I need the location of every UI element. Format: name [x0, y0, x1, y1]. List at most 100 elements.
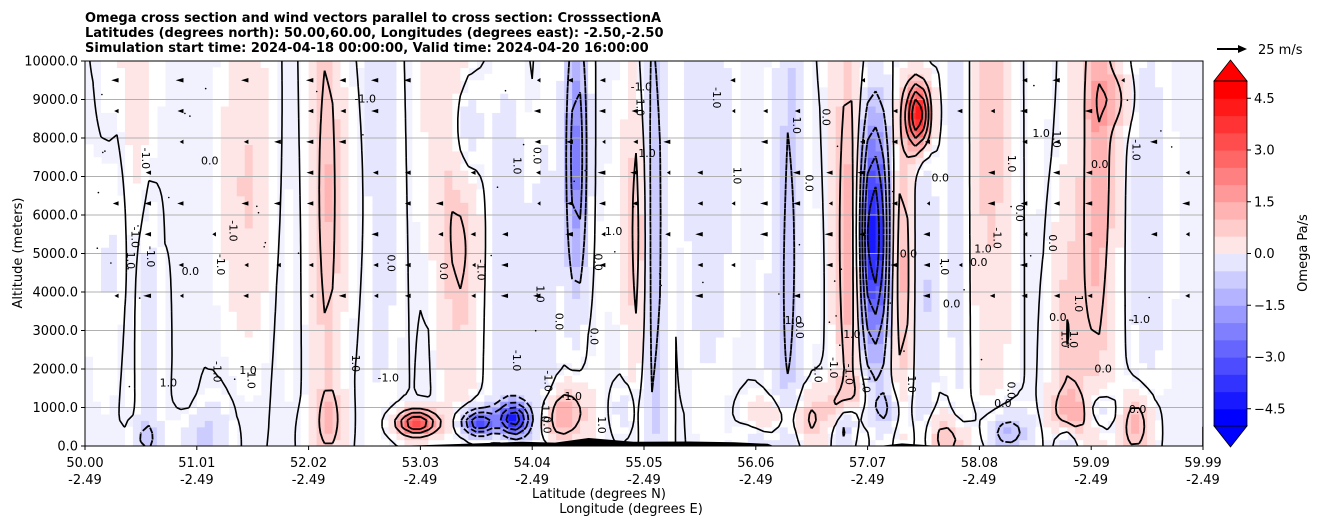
omega-cell [108, 163, 118, 171]
omega-cell [667, 433, 677, 441]
omega-cell [228, 163, 238, 171]
omega-cell [1131, 272, 1140, 280]
omega-cell [691, 311, 701, 319]
omega-cell [1099, 401, 1108, 409]
omega-cell [1035, 189, 1044, 197]
omega-cell [300, 266, 310, 274]
omega-cell [188, 426, 198, 434]
omega-cell [308, 253, 318, 261]
omega-cell [715, 157, 725, 165]
omega-cell [659, 356, 669, 364]
omega-cell [468, 215, 477, 223]
omega-cell [564, 272, 573, 280]
omega-cell [220, 163, 230, 171]
omega-cell [484, 221, 493, 229]
omega-cell [763, 317, 773, 325]
omega-cell [132, 202, 142, 210]
omega-cell [548, 317, 557, 325]
omega-cell [931, 349, 941, 357]
omega-cell [476, 259, 485, 267]
omega-cell [1099, 170, 1108, 178]
omega-cell [1139, 189, 1148, 197]
omega-cell [508, 330, 517, 338]
omega-cell [843, 343, 853, 351]
omega-cell [388, 413, 398, 421]
omega-cell [1011, 150, 1020, 158]
omega-cell [452, 362, 461, 370]
omega-cell [883, 349, 893, 357]
omega-cell [795, 195, 805, 203]
omega-cell [947, 426, 957, 434]
omega-cell [348, 227, 358, 235]
omega-cell [1067, 426, 1076, 434]
omega-cell [843, 304, 853, 312]
omega-cell [636, 195, 645, 203]
omega-cell [572, 356, 581, 364]
omega-cell [771, 381, 781, 389]
omega-cell [987, 202, 996, 210]
omega-cell [1171, 170, 1180, 178]
omega-cell [651, 292, 661, 300]
omega-cell [827, 266, 837, 274]
omega-cell [883, 381, 893, 389]
omega-cell [891, 336, 901, 344]
omega-cell [548, 266, 557, 274]
omega-cell [1115, 298, 1124, 306]
omega-cell [260, 349, 270, 357]
omega-cell [364, 375, 374, 383]
omega-cell [955, 285, 965, 293]
omega-cell [771, 195, 781, 203]
omega-cell [140, 324, 150, 332]
omega-cell [564, 170, 573, 178]
omega-cell [564, 298, 573, 306]
omega-cell [907, 292, 917, 300]
omega-cell [835, 356, 845, 364]
omega-cell [212, 439, 222, 446]
omega-cell [1131, 266, 1140, 274]
omega-cell [1107, 433, 1116, 441]
omega-cell [108, 304, 118, 312]
omega-cell [1067, 247, 1076, 255]
omega-cell [763, 356, 773, 364]
omega-cell [843, 221, 853, 229]
omega-cell [340, 433, 350, 441]
omega-cell [851, 292, 861, 300]
omega-cell [731, 240, 741, 248]
omega-cell [867, 401, 877, 409]
omega-cell [476, 356, 485, 364]
omega-cell [1035, 170, 1044, 178]
omega-cell [628, 272, 637, 280]
omega-cell [1147, 279, 1156, 287]
omega-cell [452, 279, 461, 287]
omega-cell [220, 170, 230, 178]
omega-cell [372, 253, 382, 261]
omega-cell [1099, 259, 1108, 267]
omega-cell [1083, 317, 1092, 325]
omega-cell [1115, 439, 1124, 446]
omega-cell [228, 266, 238, 274]
omega-cell [412, 150, 421, 158]
omega-cell [516, 304, 525, 312]
omega-cell [548, 150, 557, 158]
omega-cell [1051, 259, 1060, 267]
omega-cell [931, 170, 941, 178]
omega-cell [372, 195, 382, 203]
omega-cell [923, 208, 933, 216]
omega-cell [548, 157, 557, 165]
omega-cell [508, 407, 517, 415]
omega-cell [372, 182, 382, 190]
omega-cell [300, 317, 310, 325]
omega-cell [628, 324, 637, 332]
omega-cell [468, 343, 477, 351]
omega-cell [388, 215, 398, 223]
omega-cell [564, 426, 573, 434]
omega-cell [452, 304, 461, 312]
omega-cell [875, 356, 885, 364]
omega-cell [923, 349, 933, 357]
omega-cell [819, 439, 829, 446]
omega-cell [540, 157, 549, 165]
omega-cell [747, 433, 757, 441]
omega-cell [508, 157, 517, 165]
omega-cell [476, 311, 485, 319]
omega-cell [835, 362, 845, 370]
